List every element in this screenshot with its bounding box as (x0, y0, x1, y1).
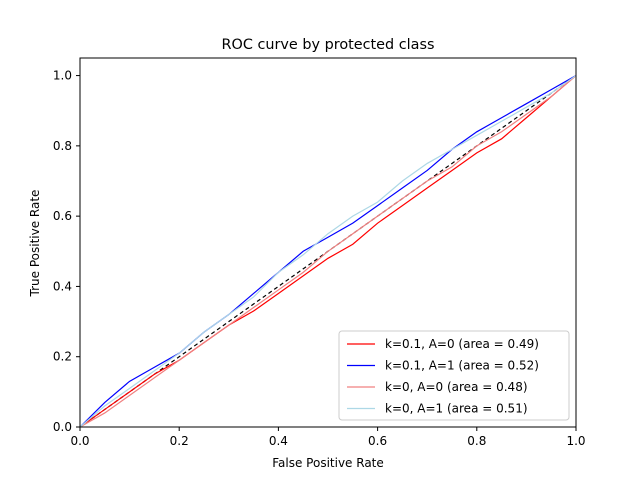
axes: 0.0 0.2 0.4 0.6 0.8 1.0 0.0 0.2 0.4 0.6 0.8 1.0 (53, 57, 586, 448)
chart-title: ROC curve by protected class (222, 37, 435, 53)
y-axis-label: True Positive Rate (28, 190, 42, 298)
legend-label-1: k=0.1, A=0 (area = 0.49) (385, 337, 539, 351)
legend-label-2: k=0.1, A=1 (area = 0.52) (385, 359, 539, 373)
axes-frame (79, 57, 577, 428)
y-tick-label: 1.0 (53, 69, 72, 83)
y-tick-label: 0.4 (53, 279, 72, 293)
x-tick-label: 0.6 (368, 434, 387, 448)
y-tick-label: 0.2 (53, 350, 72, 364)
legend-label-3: k=0, A=0 (area = 0.48) (385, 380, 528, 394)
legend-box (338, 330, 570, 421)
x-tick-label: 0.4 (269, 434, 288, 448)
x-axis-label: False Positive Rate (272, 456, 384, 470)
series-line-4 (79, 75, 577, 428)
series-line-1 (79, 75, 577, 428)
legend: k=0.1, A=0 (area = 0.49) k=0.1, A=1 (area… (338, 330, 570, 421)
legend-label-4: k=0, A=1 (area = 0.51) (385, 402, 528, 416)
x-tick-label: 0.2 (170, 434, 189, 448)
x-tick-label: 0.0 (70, 434, 89, 448)
series-line-2 (79, 75, 577, 428)
series-line-3 (79, 75, 577, 428)
y-tick-label: 0.0 (53, 420, 72, 434)
x-tick-label: 1.0 (566, 434, 585, 448)
y-tick-label: 0.6 (53, 209, 72, 223)
x-tick-label: 0.8 (467, 434, 486, 448)
y-tick-label: 0.8 (53, 139, 72, 153)
